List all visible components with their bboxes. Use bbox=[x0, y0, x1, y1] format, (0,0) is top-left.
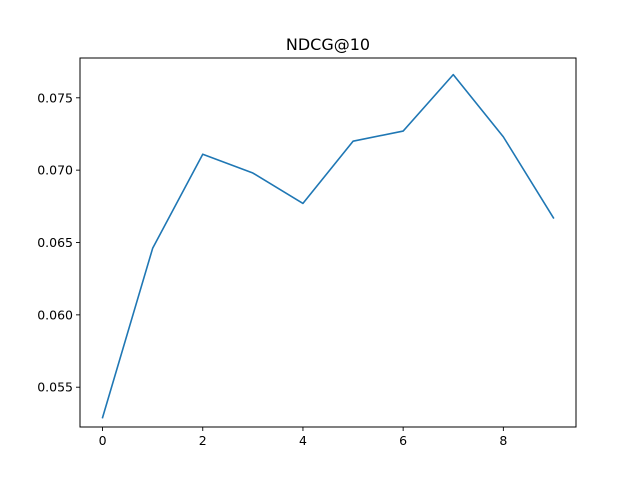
y-tick-label: 0.070 bbox=[37, 163, 73, 178]
y-tick-label: 0.060 bbox=[37, 307, 73, 322]
plot-layer bbox=[101, 73, 555, 419]
y-tick-label: 0.055 bbox=[37, 380, 73, 395]
series-line-0 bbox=[101, 73, 555, 419]
y-axis: 0.055 0.060 0.065 0.070 0.075 bbox=[37, 90, 80, 395]
x-axis: 0 2 4 6 8 bbox=[99, 427, 507, 448]
x-tick-label: 8 bbox=[499, 433, 507, 448]
y-tick-label: 0.065 bbox=[37, 235, 73, 250]
x-tick-label: 2 bbox=[199, 433, 207, 448]
x-tick-label: 6 bbox=[399, 433, 407, 448]
chart-title: NDCG@10 bbox=[286, 35, 370, 54]
x-tick-label: 0 bbox=[99, 433, 107, 448]
y-tick-label: 0.075 bbox=[37, 90, 73, 105]
x-tick-label: 4 bbox=[299, 433, 307, 448]
